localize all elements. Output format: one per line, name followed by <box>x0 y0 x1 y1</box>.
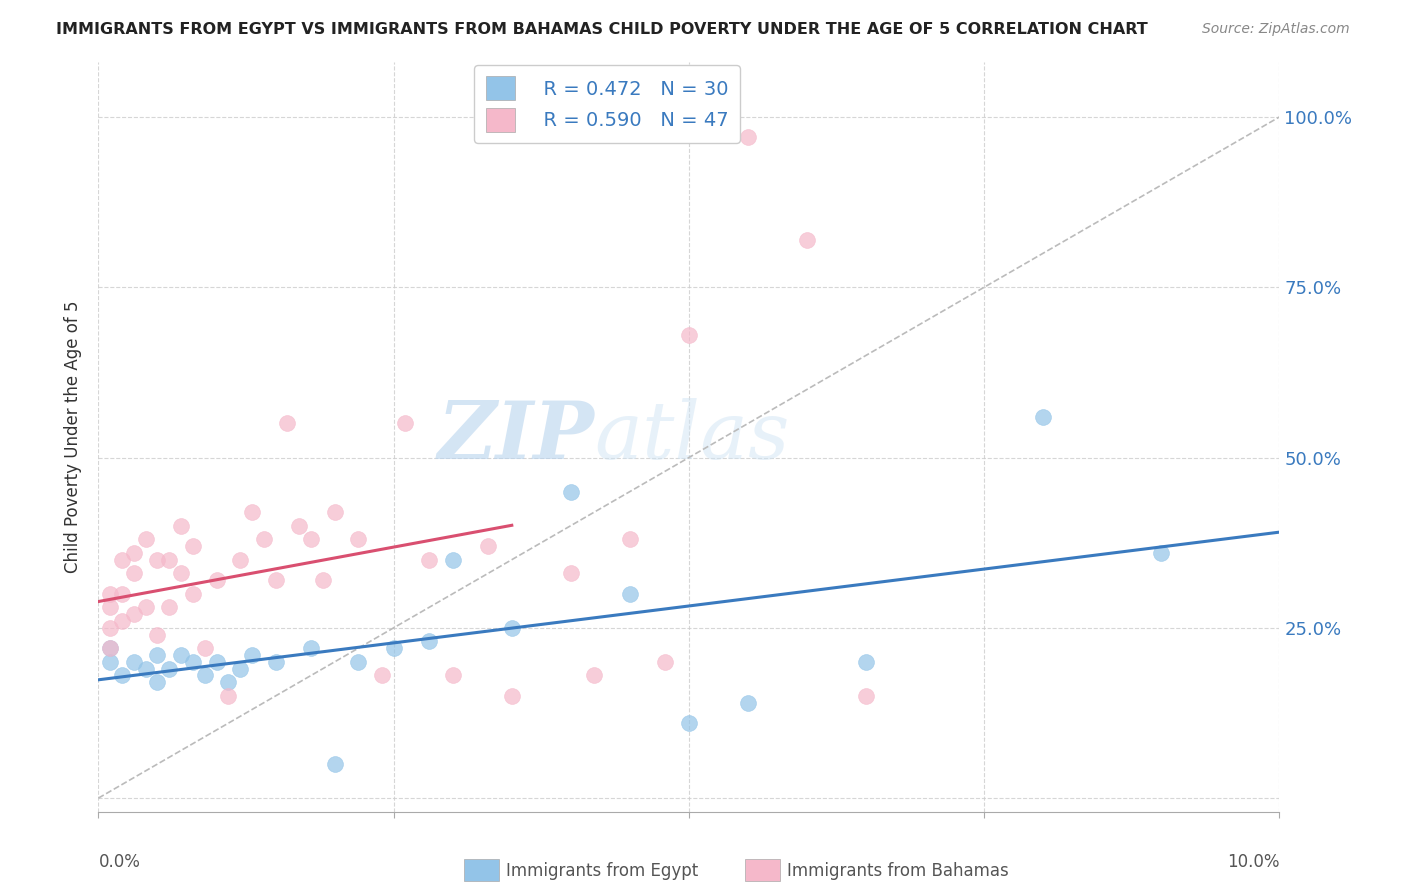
Text: Immigrants from Bahamas: Immigrants from Bahamas <box>787 862 1010 880</box>
Text: Source: ZipAtlas.com: Source: ZipAtlas.com <box>1202 22 1350 37</box>
Point <box>98 587 121 601</box>
Point <box>619 587 641 601</box>
Text: 0.0%: 0.0% <box>98 853 141 871</box>
Point <box>181 655 204 669</box>
Point <box>135 600 157 615</box>
Point <box>181 587 204 601</box>
Point <box>737 696 759 710</box>
Point <box>122 546 145 560</box>
Point <box>299 533 322 547</box>
Point <box>146 648 169 662</box>
Point <box>122 655 145 669</box>
Point <box>194 668 217 682</box>
Point <box>583 668 606 682</box>
Point <box>157 600 180 615</box>
Point <box>347 533 370 547</box>
Point <box>98 641 121 656</box>
Point <box>170 648 193 662</box>
Point <box>111 614 134 628</box>
Point <box>194 641 217 656</box>
Text: Immigrants from Egypt: Immigrants from Egypt <box>506 862 699 880</box>
Point <box>122 566 145 581</box>
Point <box>312 573 335 587</box>
Point <box>264 573 287 587</box>
Point <box>98 641 121 656</box>
Point <box>737 130 759 145</box>
Point <box>855 655 877 669</box>
Point <box>441 668 464 682</box>
Point <box>501 621 523 635</box>
Point <box>418 634 440 648</box>
Point <box>619 533 641 547</box>
Point <box>441 552 464 566</box>
Point <box>170 518 193 533</box>
Point <box>135 662 157 676</box>
Y-axis label: Child Poverty Under the Age of 5: Child Poverty Under the Age of 5 <box>65 301 83 574</box>
Point <box>229 662 252 676</box>
Point <box>122 607 145 622</box>
Point <box>264 655 287 669</box>
Point <box>240 505 263 519</box>
Point <box>98 621 121 635</box>
Point <box>276 417 298 431</box>
Text: IMMIGRANTS FROM EGYPT VS IMMIGRANTS FROM BAHAMAS CHILD POVERTY UNDER THE AGE OF : IMMIGRANTS FROM EGYPT VS IMMIGRANTS FROM… <box>56 22 1147 37</box>
Point <box>205 655 228 669</box>
Point <box>146 552 169 566</box>
Point <box>654 655 676 669</box>
Point <box>855 689 877 703</box>
Point <box>323 505 346 519</box>
Point <box>347 655 370 669</box>
Point <box>157 552 180 566</box>
Point <box>560 484 582 499</box>
Point <box>796 233 818 247</box>
Point <box>299 641 322 656</box>
Point <box>560 566 582 581</box>
Point <box>1150 546 1173 560</box>
Text: ZIP: ZIP <box>437 399 595 475</box>
Point <box>111 587 134 601</box>
Point <box>157 662 180 676</box>
Point <box>382 641 405 656</box>
Point <box>98 600 121 615</box>
Legend:   R = 0.472   N = 30,   R = 0.590   N = 47: R = 0.472 N = 30, R = 0.590 N = 47 <box>474 64 740 144</box>
Point <box>501 689 523 703</box>
Point <box>323 757 346 772</box>
Point <box>181 539 204 553</box>
Point <box>217 675 239 690</box>
Point <box>146 675 169 690</box>
Point <box>371 668 394 682</box>
Point <box>288 518 311 533</box>
Point <box>394 417 416 431</box>
Point <box>678 716 700 731</box>
Point <box>253 533 276 547</box>
Point <box>229 552 252 566</box>
Point <box>240 648 263 662</box>
Point <box>111 668 134 682</box>
Point <box>170 566 193 581</box>
Point <box>98 655 121 669</box>
Text: atlas: atlas <box>595 399 790 475</box>
Text: 10.0%: 10.0% <box>1227 853 1279 871</box>
Point <box>135 533 157 547</box>
Point <box>678 327 700 342</box>
Point <box>217 689 239 703</box>
Point <box>146 627 169 641</box>
Point <box>418 552 440 566</box>
Point <box>111 552 134 566</box>
Point <box>477 539 499 553</box>
Point <box>205 573 228 587</box>
Point <box>1032 409 1054 424</box>
